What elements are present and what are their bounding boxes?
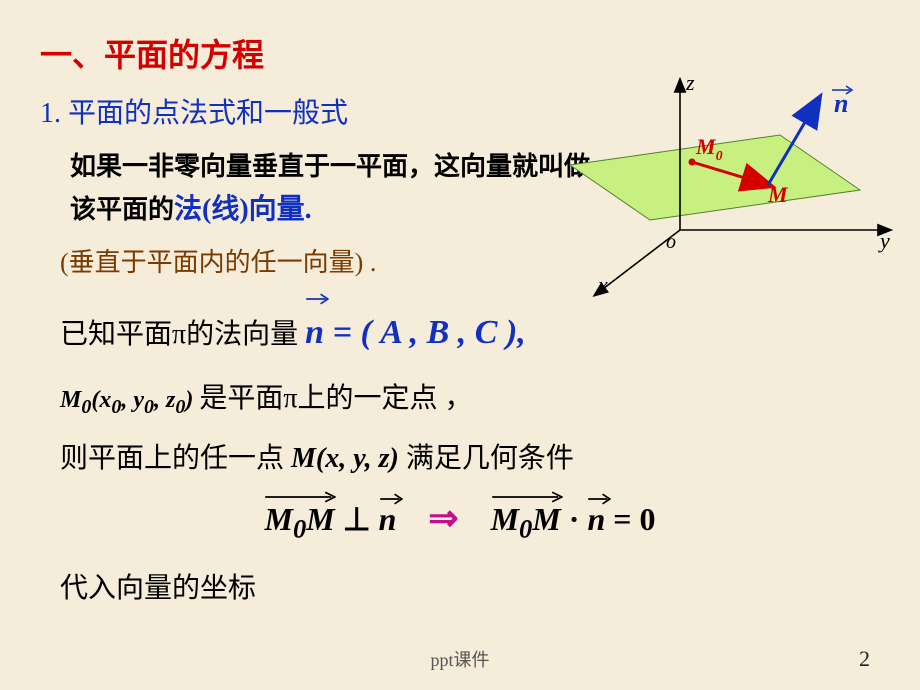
y-label: y	[878, 228, 890, 253]
any-point-line: 则平面上的任一点 M(x, y, z) 满足几何条件	[60, 432, 880, 485]
m-s1: ,	[339, 443, 353, 474]
z-label: z	[685, 70, 695, 95]
eq-close: ),	[497, 314, 525, 351]
n-diagram-label: n	[834, 89, 848, 118]
perp-sym: ⊥	[343, 501, 379, 537]
m0-sub: 0	[81, 396, 91, 418]
definition-text: 如果一非零向量垂直于一平面，这向量就叫做该平面的法(线)向量.	[70, 146, 590, 232]
n-vector: n	[305, 297, 324, 366]
eq-eq: =	[324, 314, 360, 351]
def-keyword: 法(线)向量.	[174, 194, 312, 225]
def-part-a: 如果一非零向量垂直于一平面，这向量就叫做该平面的	[70, 152, 590, 224]
m0m-vec-1: M0M	[264, 497, 334, 544]
dot-sym: ·	[569, 501, 588, 537]
m0-z: z	[166, 387, 175, 413]
fixed-point-suffix: 是平面π上的一定点 ，	[199, 383, 472, 414]
pagenum-text: 2	[859, 646, 870, 671]
vector-arrow-icon	[305, 293, 329, 305]
any-suffix: 满足几何条件	[406, 443, 574, 474]
n-vec-1: n	[379, 497, 397, 538]
note-text: (垂直于平面内的任一向量) .	[60, 248, 376, 277]
m0m-s2: 0	[519, 513, 532, 543]
m0-y0: 0	[144, 396, 154, 418]
m-M: M	[291, 443, 316, 474]
n-sym: n	[305, 314, 324, 351]
m0m-s1: 0	[293, 513, 306, 543]
m0-z0: 0	[175, 396, 185, 418]
footer-text: ppt课件	[430, 650, 489, 670]
m0-close: )	[185, 387, 193, 413]
perp-equation: M0M ⊥ n ⇒ M0M · n = 0	[40, 497, 880, 544]
vector-arrow-icon	[379, 493, 403, 505]
m0-point: M0(x0, y0, z0)	[60, 387, 199, 413]
diagram-svg: z y x o M0 M n	[550, 70, 900, 310]
eq-B: B	[427, 314, 450, 351]
m-y: y	[353, 443, 364, 474]
page-number: 2	[859, 646, 870, 672]
m0-x0: 0	[111, 396, 121, 418]
sub-text: 代入向量的坐标	[60, 573, 256, 604]
implies-sym: ⇒	[428, 498, 458, 538]
any-prefix: 则平面上的任一点	[60, 443, 291, 474]
m-s2: ,	[365, 443, 379, 474]
slide-content: 一、平面的方程 1. 平面的点法式和一般式 如果一非零向量垂直于一平面，这向量就…	[0, 0, 920, 690]
m0m-M3: M	[491, 501, 519, 537]
normal-vector-eq: n = ( A , B , C ),	[305, 314, 526, 351]
eq-c1: ,	[401, 314, 427, 351]
m-x: x	[325, 443, 339, 474]
n-sym-1: n	[379, 501, 397, 537]
m-z: z	[379, 443, 390, 474]
m0m-vec-2: M0M	[491, 497, 561, 544]
eq-open: (	[360, 314, 380, 351]
vector-arrow-icon	[491, 491, 563, 503]
m0-dot	[689, 159, 696, 166]
eq-zero: = 0	[613, 501, 655, 537]
x-label: x	[597, 272, 608, 297]
m0-s1: ,	[121, 387, 133, 413]
m0-s2: ,	[154, 387, 166, 413]
eq-C: C	[475, 314, 498, 351]
subtitle-text: 1. 平面的点法式和一般式	[40, 98, 348, 129]
n-sym-2: n	[587, 501, 605, 537]
vector-arrow-icon	[587, 493, 611, 505]
eq-c2: ,	[449, 314, 475, 351]
title-text: 一、平面的方程	[40, 37, 264, 73]
vector-arrow-icon	[264, 491, 336, 503]
m0m-M2: M	[306, 501, 334, 537]
m-open: (	[316, 443, 325, 474]
eq-A: A	[380, 314, 401, 351]
m-diagram-label: M	[767, 182, 789, 207]
known-prefix: 已知平面π的法向量	[60, 319, 305, 350]
m-close: )	[390, 443, 399, 474]
m0m-M1: M	[264, 501, 292, 537]
m0-y: y	[133, 387, 144, 413]
substitute-line: 代入向量的坐标	[60, 562, 880, 615]
fixed-point-line: M0(x0, y0, z0) 是平面π上的一定点 ，	[60, 372, 880, 426]
footer-label: ppt课件	[0, 646, 920, 672]
m-point: M(x, y, z)	[291, 443, 406, 474]
n-vec-2: n	[587, 497, 605, 538]
o-label: o	[666, 231, 676, 253]
m0-x: x	[99, 387, 111, 413]
m0-M: M	[60, 387, 81, 413]
m0m-M4: M	[532, 501, 560, 537]
coordinate-diagram: z y x o M0 M n	[550, 70, 900, 310]
